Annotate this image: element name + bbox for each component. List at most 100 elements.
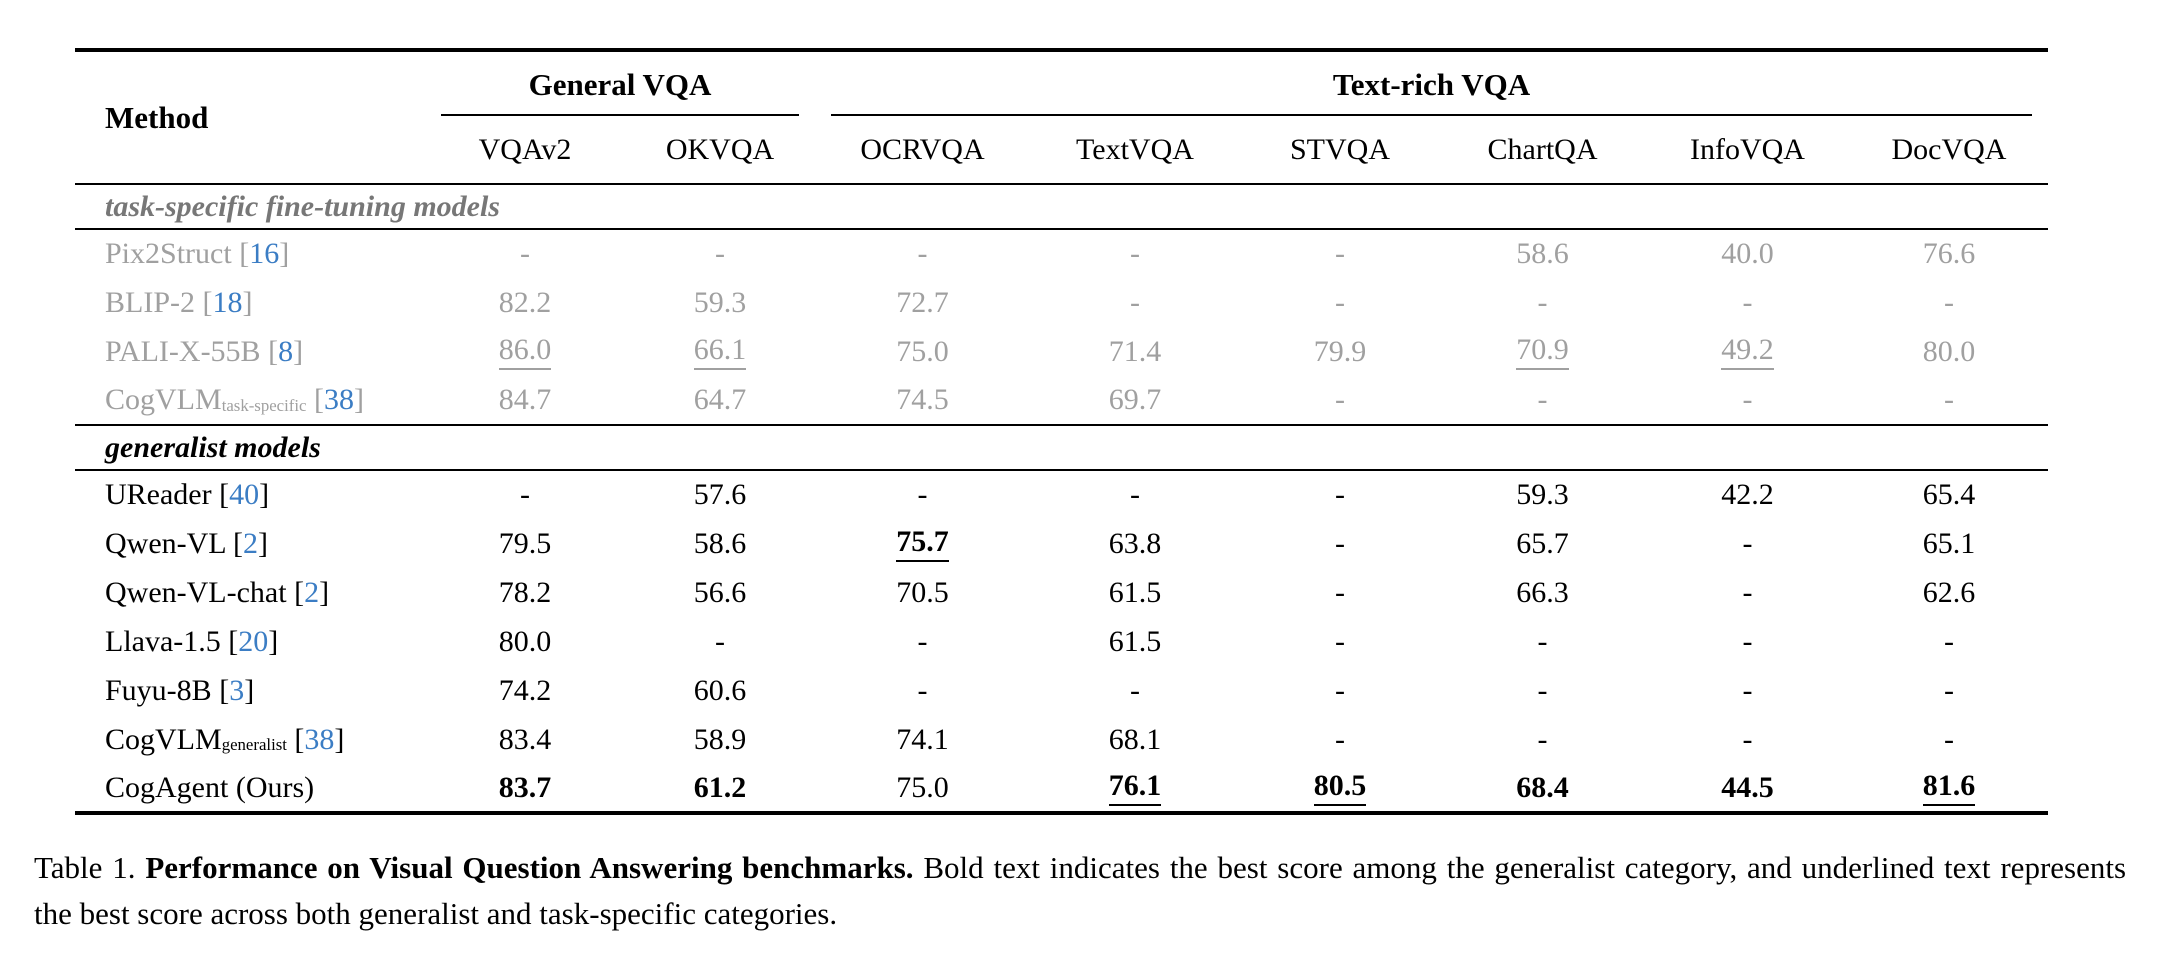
score-cell: 66.1 — [625, 327, 815, 376]
col-header-stvqa: STVQA — [1240, 116, 1440, 185]
score-cell: 59.3 — [1440, 470, 1645, 519]
score-value: 80.0 — [498, 624, 552, 658]
score-value: 42.2 — [1721, 478, 1774, 511]
score-cell: - — [1440, 617, 1645, 666]
col-header-vqav2: VQAv2 — [425, 116, 625, 185]
score-cell: - — [425, 229, 625, 278]
score-cell: - — [625, 229, 815, 278]
score-cell: - — [1240, 519, 1440, 568]
empty-score: - — [1742, 722, 1753, 756]
score-cell: - — [1645, 568, 1850, 617]
caption-prefix: Table 1. — [34, 850, 136, 885]
table-row: Qwen-VL-chat [2] 78.2 56.6 70.5 61.5 - 66.3 - 62… — [75, 568, 2048, 617]
score-value: 71.4 — [1108, 334, 1162, 368]
empty-score: - — [1537, 624, 1548, 658]
empty-score: - — [1944, 285, 1954, 319]
score-cell: - — [1240, 715, 1440, 764]
score-value: 74.1 — [896, 722, 949, 756]
score-cell: - — [1645, 519, 1850, 568]
score-cell: - — [1240, 666, 1440, 715]
group-header-row: Method General VQA Text-rich VQA — [75, 50, 2048, 185]
citation-link[interactable]: 2 — [243, 526, 259, 560]
citation-link[interactable]: 3 — [229, 673, 245, 707]
empty-score: - — [1742, 383, 1753, 416]
score-value: 79.5 — [498, 526, 552, 560]
empty-score: - — [917, 624, 928, 658]
score-cell: 80.0 — [1850, 327, 2048, 376]
group-general-vqa-label: General VQA — [528, 67, 712, 102]
score-cell: - — [1440, 666, 1645, 715]
score-cell: 61.2 — [625, 764, 815, 813]
score-value: 62.6 — [1922, 575, 1976, 609]
score-cell: - — [1645, 617, 1850, 666]
score-value: 65.1 — [1922, 526, 1976, 560]
score-value: 64.7 — [693, 383, 747, 416]
empty-score: - — [520, 478, 530, 511]
score-cell: - — [1240, 568, 1440, 617]
empty-score: - — [1335, 237, 1345, 270]
score-value: 44.5 — [1721, 770, 1774, 804]
empty-score: - — [1742, 285, 1753, 319]
score-value: 56.6 — [693, 575, 747, 609]
results-table: Method General VQA Text-rich VQA VQAv2 O… — [75, 48, 2048, 815]
citation-link[interactable]: 20 — [238, 624, 269, 658]
empty-score: - — [1335, 624, 1345, 658]
empty-score: - — [917, 237, 928, 270]
score-value: 80.0 — [1922, 334, 1976, 368]
score-value: 78.2 — [498, 575, 552, 609]
col-header-docvqa: DocVQA — [1850, 116, 2048, 185]
score-cell: - — [625, 617, 815, 666]
score-cell: 79.9 — [1240, 327, 1440, 376]
score-cell: 58.9 — [625, 715, 815, 764]
citation-link[interactable]: 38 — [324, 383, 354, 416]
section-header-row: task-specific fine-tuning models — [75, 184, 2048, 230]
score-cell: - — [1030, 278, 1240, 327]
empty-score: - — [1335, 722, 1345, 756]
score-value: 66.3 — [1516, 575, 1569, 609]
citation-link[interactable]: 18 — [212, 285, 243, 319]
method-cell: UReader [40] — [105, 478, 270, 511]
score-cell: 84.7 — [425, 376, 625, 425]
model-name: CogVLM — [105, 383, 222, 416]
score-cell: - — [815, 470, 1030, 519]
score-cell: 49.2 — [1645, 327, 1850, 376]
method-header-label: Method — [105, 99, 209, 135]
score-cell: - — [1440, 715, 1645, 764]
score-cell: 74.5 — [815, 376, 1030, 425]
score-value: 74.5 — [896, 383, 949, 416]
score-cell: 56.6 — [625, 568, 815, 617]
score-value: 58.9 — [693, 722, 747, 756]
empty-score: - — [1537, 383, 1548, 416]
method-cell: Fuyu-8B [3] — [105, 673, 255, 707]
citation-link[interactable]: 2 — [304, 575, 320, 609]
score-cell: 69.7 — [1030, 376, 1240, 425]
method-column-header: Method — [75, 50, 425, 185]
score-cell: 63.8 — [1030, 519, 1240, 568]
empty-score: - — [715, 624, 725, 658]
score-cell: 44.5 — [1645, 764, 1850, 813]
citation-link[interactable]: 40 — [229, 478, 260, 511]
score-cell: - — [815, 617, 1030, 666]
score-cell: 83.7 — [425, 764, 625, 813]
score-cell: - — [1240, 617, 1440, 666]
score-cell: 62.6 — [1850, 568, 2048, 617]
model-name: Pix2Struct — [105, 237, 232, 270]
score-cell: - — [425, 470, 625, 519]
citation-link[interactable]: 8 — [278, 334, 294, 368]
score-cell: 83.4 — [425, 715, 625, 764]
score-cell: 75.7 — [815, 519, 1030, 568]
section-title: task-specific fine-tuning models — [75, 184, 2048, 230]
score-value: 58.6 — [693, 526, 747, 560]
score-cell: - — [1645, 278, 1850, 327]
method-cell: PALI-X-55B [8] — [105, 334, 304, 368]
citation-link[interactable]: 16 — [249, 237, 280, 270]
score-value: 58.6 — [1516, 237, 1569, 270]
empty-score: - — [1944, 673, 1954, 707]
score-cell: 65.4 — [1850, 470, 2048, 519]
table-row: BLIP-2 [18] 82.2 59.3 72.7 - - - - - — [75, 278, 2048, 327]
empty-score: - — [1944, 722, 1954, 756]
score-value: 61.5 — [1108, 575, 1162, 609]
citation-link[interactable]: 38 — [304, 722, 335, 756]
section-title: generalist models — [75, 424, 2048, 471]
score-cell: - — [1030, 229, 1240, 278]
